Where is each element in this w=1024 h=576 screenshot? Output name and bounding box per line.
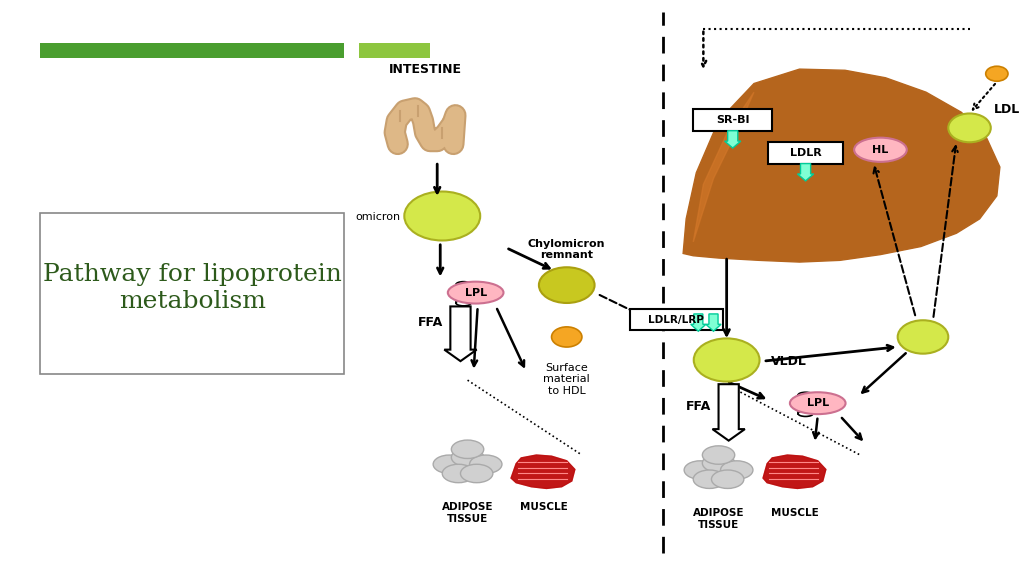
Ellipse shape bbox=[447, 282, 504, 304]
Ellipse shape bbox=[456, 300, 471, 306]
FancyArrow shape bbox=[713, 384, 744, 441]
Polygon shape bbox=[511, 455, 574, 488]
FancyBboxPatch shape bbox=[768, 142, 843, 164]
Circle shape bbox=[452, 448, 483, 467]
Ellipse shape bbox=[854, 138, 907, 162]
Text: INTESTINE: INTESTINE bbox=[388, 63, 462, 75]
FancyBboxPatch shape bbox=[41, 213, 344, 374]
FancyArrow shape bbox=[691, 314, 706, 331]
FancyBboxPatch shape bbox=[631, 309, 723, 330]
Ellipse shape bbox=[790, 392, 846, 414]
Circle shape bbox=[721, 461, 753, 479]
Ellipse shape bbox=[898, 320, 948, 354]
FancyBboxPatch shape bbox=[799, 395, 814, 414]
Circle shape bbox=[702, 446, 735, 464]
FancyArrow shape bbox=[725, 131, 740, 148]
Text: LDLR: LDLR bbox=[790, 148, 821, 158]
Polygon shape bbox=[511, 455, 574, 488]
FancyBboxPatch shape bbox=[693, 109, 772, 131]
Text: MUSCLE: MUSCLE bbox=[519, 502, 567, 512]
Circle shape bbox=[433, 455, 466, 473]
FancyBboxPatch shape bbox=[41, 43, 344, 58]
Text: ADIPOSE
TISSUE: ADIPOSE TISSUE bbox=[441, 502, 494, 524]
Circle shape bbox=[702, 454, 735, 472]
FancyArrow shape bbox=[444, 306, 476, 361]
Text: FFA: FFA bbox=[418, 316, 443, 329]
Text: Chylomicron
remnant: Chylomicron remnant bbox=[528, 238, 605, 260]
Text: LDLR/LRP: LDLR/LRP bbox=[648, 314, 703, 325]
FancyBboxPatch shape bbox=[359, 43, 430, 58]
Text: ADIPOSE
TISSUE: ADIPOSE TISSUE bbox=[693, 508, 744, 530]
Circle shape bbox=[684, 461, 717, 479]
Ellipse shape bbox=[798, 392, 813, 398]
Circle shape bbox=[452, 440, 483, 458]
Text: LPL: LPL bbox=[807, 398, 828, 408]
Ellipse shape bbox=[552, 327, 582, 347]
Text: VLDL: VLDL bbox=[771, 355, 807, 367]
Text: Pathway for lipoprotein
metabolism: Pathway for lipoprotein metabolism bbox=[43, 263, 342, 313]
Text: FFA: FFA bbox=[686, 400, 712, 412]
Text: Surface
material
to HDL: Surface material to HDL bbox=[544, 363, 590, 396]
Ellipse shape bbox=[948, 113, 991, 142]
FancyBboxPatch shape bbox=[457, 285, 472, 303]
Polygon shape bbox=[693, 92, 754, 242]
Ellipse shape bbox=[456, 282, 471, 287]
Polygon shape bbox=[763, 455, 825, 488]
Text: LPL: LPL bbox=[465, 287, 486, 298]
Ellipse shape bbox=[798, 411, 813, 416]
Text: HL: HL bbox=[872, 145, 889, 155]
FancyArrow shape bbox=[706, 314, 721, 331]
Circle shape bbox=[470, 455, 502, 473]
Text: omicron: omicron bbox=[355, 212, 400, 222]
Ellipse shape bbox=[693, 339, 760, 382]
Text: SR-BI: SR-BI bbox=[716, 115, 750, 126]
Circle shape bbox=[712, 470, 743, 488]
Polygon shape bbox=[683, 69, 999, 262]
Polygon shape bbox=[763, 455, 825, 488]
Ellipse shape bbox=[539, 267, 595, 303]
Circle shape bbox=[442, 464, 475, 483]
Ellipse shape bbox=[404, 191, 480, 241]
Circle shape bbox=[461, 464, 493, 483]
Circle shape bbox=[693, 470, 726, 488]
Ellipse shape bbox=[986, 66, 1008, 81]
Text: MUSCLE: MUSCLE bbox=[771, 508, 818, 518]
Text: LDL: LDL bbox=[994, 103, 1020, 116]
FancyArrow shape bbox=[798, 164, 814, 181]
